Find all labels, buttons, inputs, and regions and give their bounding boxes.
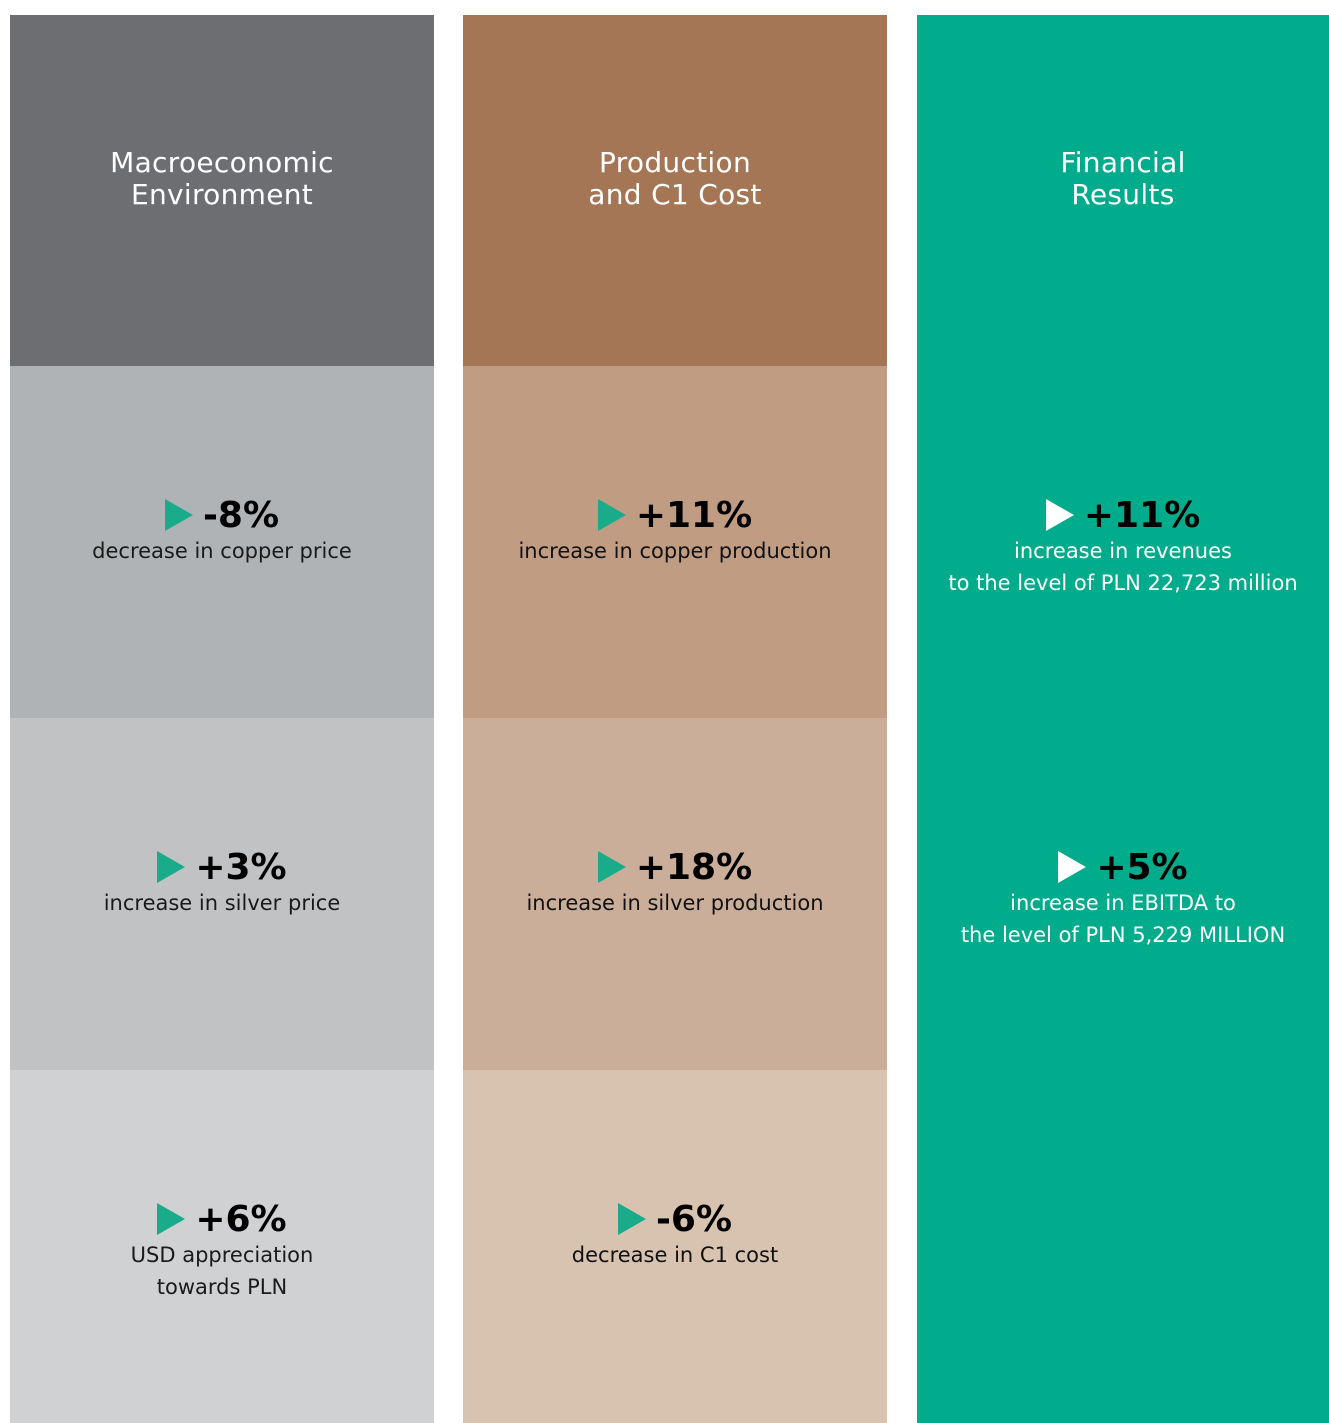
arrow-icon xyxy=(1058,851,1087,883)
metric-row: +11% xyxy=(463,494,887,536)
column: Production and C1 Cost +11% increase in cop… xyxy=(463,15,887,1423)
metric-description: towards PLN xyxy=(156,1275,288,1299)
metric-value: +11% xyxy=(635,494,753,536)
arrow-icon xyxy=(1045,499,1074,531)
metric-description: increase in copper production xyxy=(518,539,832,563)
metric-row: +3% xyxy=(10,846,434,888)
column-title: Financial xyxy=(1060,146,1186,179)
metric-row: +18% xyxy=(463,846,887,888)
metric-description: increase in silver production xyxy=(526,891,824,915)
column-title: Macroeconomic xyxy=(110,146,334,179)
arrow-icon xyxy=(597,499,626,531)
row-bg xyxy=(917,366,1329,719)
row-bg xyxy=(463,1070,887,1423)
metric-row: +6% xyxy=(10,1198,434,1240)
metric-value: +5% xyxy=(1096,846,1188,888)
metric-value: +3% xyxy=(195,846,287,888)
metric-value: +18% xyxy=(635,846,753,888)
arrow-icon xyxy=(597,851,626,883)
column-header-bg xyxy=(10,15,434,368)
row-bg xyxy=(917,1070,1329,1423)
row-bg xyxy=(463,718,887,1071)
metric-row: -6% xyxy=(463,1198,887,1240)
column-title: Production xyxy=(599,146,751,179)
metric-description: to the level of PLN 22,723 million xyxy=(948,571,1298,595)
arrow-icon xyxy=(164,499,193,531)
column-header-bg xyxy=(917,15,1329,368)
column: Financial Results +11% increase in revenues… xyxy=(917,15,1329,1423)
metric-description: USD appreciation xyxy=(130,1243,314,1267)
row-bg xyxy=(917,718,1329,1071)
metric-description: increase in EBITDA to xyxy=(1010,891,1236,915)
column-header-bg xyxy=(463,15,887,368)
metric-value: +11% xyxy=(1083,494,1201,536)
arrow-icon xyxy=(617,1203,646,1235)
arrow-icon xyxy=(157,851,186,883)
metric-description: decrease in copper price xyxy=(92,539,352,563)
metric-value: -6% xyxy=(655,1198,733,1240)
metric-row: +5% xyxy=(917,846,1329,888)
metric-description: increase in silver price xyxy=(103,891,341,915)
column-title: Results xyxy=(1071,178,1175,211)
arrow-icon xyxy=(157,1203,186,1235)
metric-description: decrease in C1 cost xyxy=(571,1243,779,1267)
column-title: Environment xyxy=(130,178,314,211)
row-bg xyxy=(10,1070,434,1423)
metric-row: +11% xyxy=(917,494,1329,536)
column-title: and C1 Cost xyxy=(588,178,762,211)
metric-description: the level of PLN 5,229 MILLION xyxy=(960,923,1286,947)
metric-value: -8% xyxy=(202,494,280,536)
metric-value: +6% xyxy=(195,1198,287,1240)
row-bg xyxy=(10,718,434,1071)
row-bg xyxy=(463,366,887,719)
column: Macroeconomic Environment -8% decrease in c… xyxy=(10,15,434,1423)
metric-description: increase in revenues xyxy=(1014,539,1232,563)
row-bg xyxy=(10,366,434,719)
metric-row: -8% xyxy=(10,494,434,536)
